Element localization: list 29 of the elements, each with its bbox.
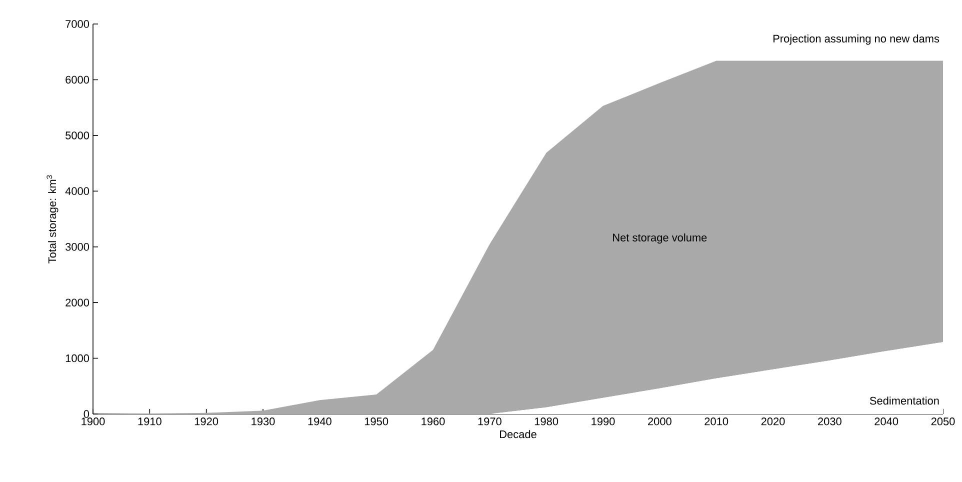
x-tick-label: 1990 (592, 418, 615, 426)
x-tick-label: 1930 (252, 418, 275, 426)
x-tick-label: 2010 (704, 418, 728, 426)
y-tick-label: 7000 (66, 20, 90, 28)
x-tick-label: 2020 (761, 418, 785, 426)
x-tick-label: 2030 (818, 418, 842, 426)
y-axis-title: Total storage: km$^{3}$ (46, 175, 58, 264)
x-axis-title: Decade (500, 430, 536, 438)
series-label: Sedimentation (870, 396, 939, 405)
y-tick-label: 1000 (66, 354, 90, 362)
y-tick-label: 0 (84, 410, 90, 418)
x-tick-label: 1980 (534, 418, 558, 426)
y-tick-label: 5000 (66, 132, 90, 140)
x-tick-label: 1960 (422, 418, 445, 426)
y-tick-label: 3000 (66, 242, 90, 251)
x-tick-label: 1920 (194, 418, 218, 426)
x-tick-label: 1910 (138, 418, 162, 426)
series-label: Net storage volume (613, 233, 707, 244)
y-tick-label: 2000 (66, 298, 90, 306)
x-tick-label: 2000 (648, 418, 672, 426)
x-tick-label: 1950 (364, 418, 388, 426)
x-tick-label: 2040 (874, 418, 898, 426)
y-tick-label: 4000 (65, 187, 90, 196)
x-tick-label: 1940 (308, 418, 332, 426)
x-tick-label: 1970 (478, 418, 502, 426)
x-tick-label: 2050 (931, 418, 955, 426)
y-tick-label: 6000 (66, 76, 90, 84)
annotation: Projection assuming no new dams (773, 34, 940, 45)
x-tick-label: 1900 (82, 418, 105, 426)
